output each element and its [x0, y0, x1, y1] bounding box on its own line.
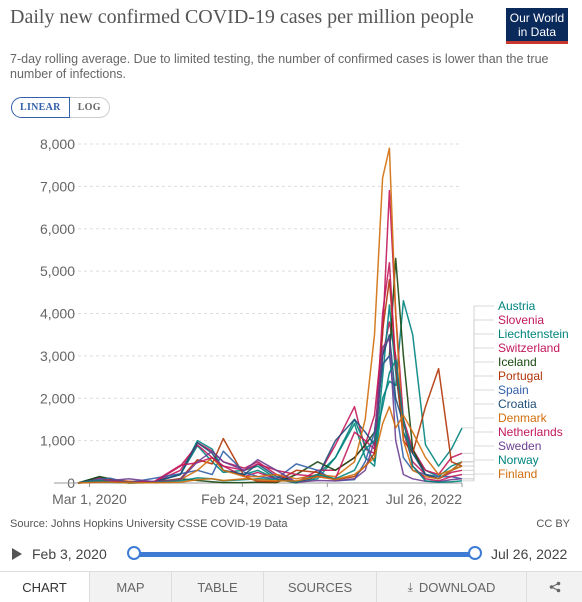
legend-connector: [462, 361, 494, 467]
series-line-austria: [77, 300, 463, 484]
legend-label-finland: Finland: [498, 467, 537, 481]
legend-label-slovenia: Slovenia: [498, 313, 544, 327]
y-tick-label: 2,000: [40, 390, 75, 406]
legend-connector: [462, 347, 494, 454]
series-line-finland: [77, 405, 463, 484]
legend-label-netherlands: Netherlands: [498, 425, 563, 439]
legend-connector: [462, 389, 494, 480]
tab-table-label: TABLE: [197, 579, 238, 595]
tab-download[interactable]: ⤓ DOWNLOAD: [377, 572, 527, 602]
y-tick-label: 4,000: [40, 306, 75, 322]
x-tick-label: Sep 12, 2021: [286, 491, 370, 507]
legend-label-sweden: Sweden: [498, 439, 541, 453]
legend-label-portugal: Portugal: [498, 369, 543, 383]
tab-bar: CHART MAP TABLE SOURCES ⤓ DOWNLOAD: [0, 571, 582, 602]
legend-label-austria: Austria: [498, 299, 536, 313]
log-scale-button[interactable]: LOG: [69, 97, 110, 118]
y-tick-label: 1,000: [40, 433, 75, 449]
legend-connector: [462, 319, 494, 471]
y-tick-label: 5,000: [40, 263, 75, 279]
y-tick-label: 7,000: [40, 178, 75, 194]
timeline-start-label: Feb 3, 2020: [32, 546, 107, 562]
x-tick-label: Feb 24, 2021: [201, 491, 284, 507]
legend-connector: [462, 465, 494, 475]
download-icon: ⤓: [407, 579, 413, 594]
timeline: Feb 3, 2020 Jul 26, 2022: [0, 543, 582, 567]
series-line-croatia: [77, 333, 463, 484]
series-line-norway: [77, 359, 463, 484]
series-line-switzerland: [77, 189, 463, 484]
legend-label-liechtenstein: Liechtenstein: [498, 327, 569, 341]
legend-connector: [462, 305, 494, 429]
linear-scale-button[interactable]: LINEAR: [11, 97, 70, 118]
chart-subtitle: 7-day rolling average. Due to limited te…: [10, 52, 549, 81]
chart-title: Daily new confirmed COVID-19 cases per m…: [10, 6, 474, 28]
owid-logo[interactable]: Our World in Data: [506, 8, 568, 44]
tab-chart[interactable]: CHART: [0, 572, 90, 602]
series-line-portugal: [77, 278, 463, 484]
tab-map[interactable]: MAP: [90, 572, 172, 602]
tab-sources-label: SOURCES: [287, 579, 353, 595]
series-line-spain: [77, 355, 463, 484]
y-tick-label: 6,000: [40, 221, 75, 237]
timeline-track[interactable]: [134, 552, 475, 557]
x-tick-label: Jul 26, 2022: [386, 491, 462, 507]
legend-label-iceland: Iceland: [498, 355, 537, 369]
x-tick-label: Mar 1, 2020: [52, 491, 127, 507]
legend-label-switzerland: Switzerland: [498, 341, 560, 355]
tab-sources[interactable]: SOURCES: [264, 572, 377, 602]
play-icon[interactable]: [12, 548, 22, 560]
series-line-iceland: [77, 257, 463, 484]
y-tick-label: 8,000: [40, 136, 75, 152]
timeline-end-handle[interactable]: [468, 546, 482, 560]
share-icon: [549, 581, 560, 593]
line-chart: 01,0002,0003,0004,0005,0006,0007,0008,00…: [40, 136, 569, 507]
tab-share[interactable]: [527, 572, 582, 602]
legend-label-denmark: Denmark: [498, 411, 548, 425]
scale-toggle: LINEAR LOG: [11, 97, 110, 118]
timeline-end-label: Jul 26, 2022: [491, 546, 568, 562]
tab-table[interactable]: TABLE: [172, 572, 264, 602]
series-line-liechtenstein: [77, 304, 463, 484]
legend-label-norway: Norway: [498, 453, 539, 467]
tab-map-label: MAP: [116, 579, 145, 595]
legend-connector: [462, 333, 494, 463]
legend-label-croatia: Croatia: [498, 397, 537, 411]
source-note[interactable]: Source: Johns Hopkins University CSSE CO…: [10, 518, 288, 530]
legend-connector: [462, 417, 494, 463]
y-tick-label: 3,000: [40, 348, 75, 364]
legend-connector: [462, 375, 494, 467]
timeline-start-handle[interactable]: [127, 546, 141, 560]
legend-label-spain: Spain: [498, 383, 529, 397]
series-line-sweden: [77, 338, 463, 484]
logo-line-1: Our World: [509, 11, 565, 25]
license-note[interactable]: CC BY: [536, 518, 570, 530]
tab-download-label: DOWNLOAD: [418, 579, 496, 595]
tab-chart-label: CHART: [22, 579, 67, 595]
logo-line-2: in Data: [517, 25, 557, 39]
